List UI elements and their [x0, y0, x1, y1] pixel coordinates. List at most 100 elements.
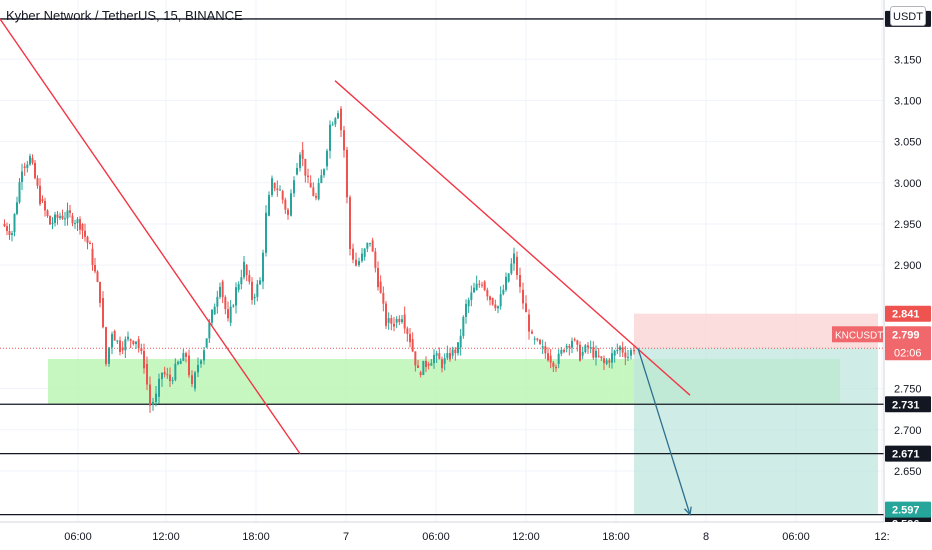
candle	[132, 340, 135, 346]
candle-body	[613, 350, 616, 356]
candle	[251, 277, 253, 305]
candle-body	[276, 188, 279, 191]
projection-arrow[interactable]	[637, 348, 692, 517]
candle-body	[563, 349, 565, 352]
currency-button[interactable]: USDT	[890, 6, 926, 26]
candle	[149, 376, 151, 413]
candle-body	[245, 265, 248, 276]
candle-body	[34, 162, 36, 179]
candle	[41, 195, 44, 203]
candle-body	[584, 345, 587, 353]
candle	[595, 345, 597, 366]
candle	[584, 343, 587, 354]
symbol-tag[interactable]: KNCUSDT	[832, 326, 883, 343]
candle	[576, 339, 579, 352]
candle-body	[374, 251, 377, 268]
target-badge[interactable]: 2.597	[885, 501, 931, 518]
stop-badge[interactable]: 2.841	[885, 305, 931, 322]
candle-body	[116, 340, 119, 342]
candle-body	[528, 314, 530, 332]
candle	[124, 336, 127, 359]
candle	[473, 282, 475, 293]
candle-body	[56, 214, 59, 218]
candle-body	[443, 358, 446, 364]
candle	[382, 286, 385, 312]
candle	[309, 175, 312, 188]
candle	[621, 341, 624, 358]
candle	[363, 247, 366, 261]
candle-body	[343, 130, 345, 151]
candle-body	[462, 317, 465, 336]
candle	[441, 356, 443, 373]
candle-body	[438, 353, 441, 360]
candle	[627, 350, 629, 362]
candle-body	[390, 318, 393, 324]
candle-body	[237, 284, 240, 290]
candle-body	[425, 360, 427, 368]
candle	[56, 210, 59, 225]
candle	[486, 287, 489, 301]
candle-body	[281, 191, 284, 200]
candle-body	[499, 294, 502, 307]
candle	[36, 175, 39, 189]
candle-body	[510, 263, 513, 274]
chart-zones	[48, 313, 878, 515]
candle-body	[205, 338, 208, 348]
candle	[613, 349, 616, 363]
candle	[398, 315, 401, 326]
candle	[152, 397, 154, 411]
candle-body	[522, 289, 524, 304]
candle	[409, 327, 411, 348]
trend-line-2[interactable]	[334, 80, 691, 396]
candle	[235, 282, 237, 314]
candle	[46, 209, 49, 218]
candle-body	[473, 287, 475, 293]
x-tick-label: 06:00	[422, 531, 450, 543]
candle	[513, 247, 515, 271]
trend-lines[interactable]	[0, 18, 691, 455]
candle	[592, 341, 595, 360]
projection-arrow-line[interactable]	[637, 348, 691, 515]
candle-body	[451, 349, 454, 356]
level-badge-2671[interactable]: 2.671	[885, 445, 931, 462]
candle	[64, 212, 66, 226]
candle-body	[377, 267, 379, 288]
candle-body	[132, 340, 135, 345]
candle	[256, 279, 259, 302]
candle-body	[516, 256, 518, 276]
trend-line-1[interactable]	[0, 18, 301, 455]
candle-body	[600, 356, 603, 359]
candle-body	[505, 276, 507, 290]
x-tick-label: 06:00	[782, 531, 810, 543]
candle-body	[317, 183, 320, 200]
candle-body	[16, 202, 18, 214]
last-price-badge[interactable]: 2.799 02:06	[885, 326, 931, 361]
candle-body	[227, 309, 229, 319]
candle	[312, 182, 315, 197]
candle-body	[486, 290, 489, 297]
candle-body	[513, 253, 515, 264]
candle	[119, 336, 121, 356]
candle	[483, 280, 486, 292]
candle-body	[158, 378, 160, 397]
candle-body	[41, 199, 44, 201]
candle	[470, 285, 473, 307]
candle	[555, 364, 557, 372]
candle-body	[293, 180, 295, 194]
candle	[161, 372, 163, 387]
chart-title: Kyber Network / TetherUS, 15, BINANCE	[6, 8, 243, 23]
candle	[271, 175, 273, 198]
candle	[3, 219, 6, 228]
candle	[71, 213, 74, 227]
time-axis[interactable]: 06:00 12:00 18:00 7 06:00 12:00 18:00 8 06:00 12:	[0, 521, 932, 550]
candle	[560, 347, 563, 357]
stop-badge-text: 2.841	[892, 309, 920, 321]
level-badge-2731[interactable]: 2.731	[885, 396, 931, 413]
horizontal-levels[interactable]	[0, 18, 884, 516]
candle-body	[268, 195, 270, 216]
chart-grid	[0, 0, 884, 522]
candle-body	[216, 296, 219, 307]
candle-body	[549, 355, 552, 363]
y-tick-label: 2.750	[894, 384, 922, 396]
